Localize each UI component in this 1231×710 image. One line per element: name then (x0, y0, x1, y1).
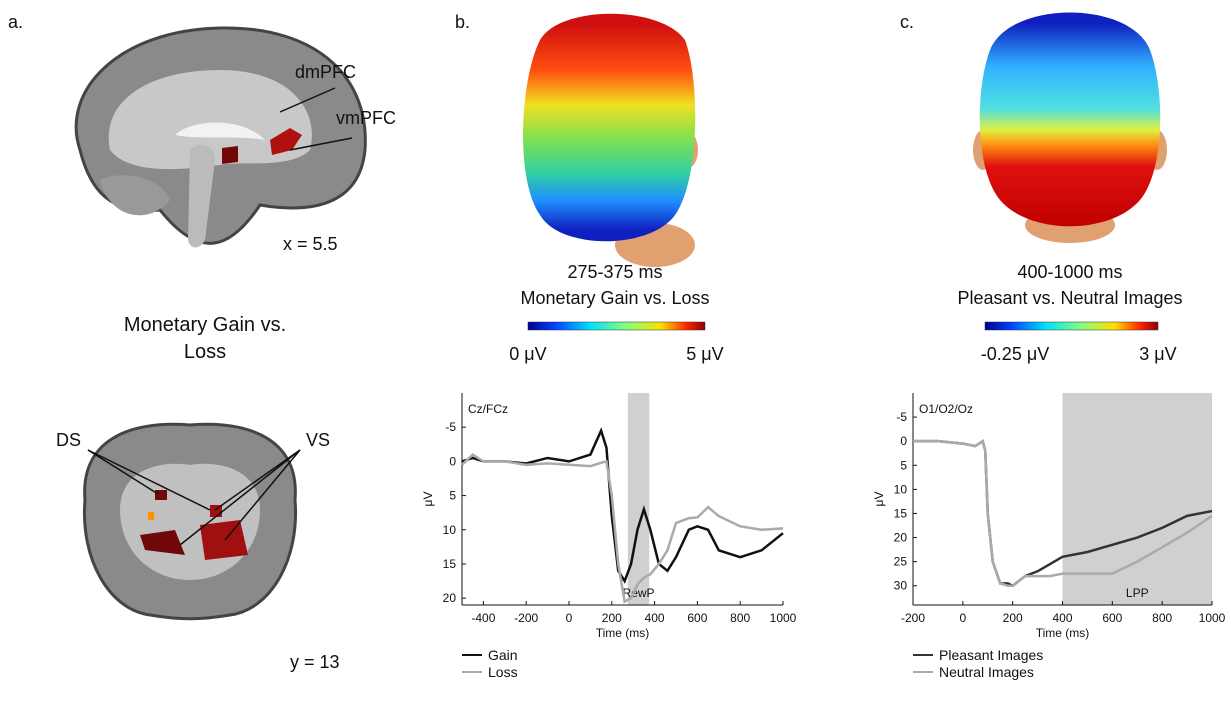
x-axis-label: Time (ms) (1036, 626, 1090, 640)
time-window: 275-375 ms (567, 262, 662, 282)
legend-label: Pleasant Images (939, 647, 1043, 663)
y-tick-label: 5 (900, 458, 907, 472)
x-tick-label: 600 (687, 611, 707, 625)
leader-line (279, 87, 336, 113)
sagittal-brain (74, 26, 367, 248)
contrast-label: Monetary Gain vs. Loss (520, 288, 709, 308)
x-tick-label: 1000 (1199, 611, 1226, 625)
panel-label: a. (8, 12, 23, 32)
leader-line (179, 449, 301, 546)
x-tick-label: -200 (514, 611, 538, 625)
x-tick-label: 600 (1102, 611, 1122, 625)
coord-label: x = 5.5 (283, 234, 338, 254)
y-tick-label: 30 (894, 579, 908, 593)
y-tick-label: 20 (894, 531, 908, 545)
panel-label: c. (900, 12, 914, 32)
y-tick-label: -5 (445, 420, 456, 434)
legend-label: Neutral Images (939, 664, 1034, 680)
series-line (461, 452, 784, 604)
x-tick-label: 400 (645, 611, 665, 625)
region-label: DS (56, 430, 81, 450)
y-tick-label: 10 (443, 523, 457, 537)
y-axis-label: μV (872, 492, 886, 507)
topomap (973, 12, 1167, 243)
y-tick-label: 20 (443, 591, 457, 605)
topomap (523, 13, 698, 267)
contrast-label: Monetary Gain vs. Loss (123, 314, 287, 363)
region-label: vmPFC (336, 108, 396, 128)
y-axis-label: μV (421, 492, 435, 507)
shaded-window (1062, 393, 1212, 605)
leader-line (224, 449, 301, 541)
series-line (913, 439, 1213, 587)
panel-label: b. (455, 12, 470, 32)
coord-label: y = 13 (290, 652, 340, 672)
region-label: VS (306, 430, 330, 450)
colorbar-label: -0.25 μV (981, 344, 1049, 364)
legend-label: Gain (488, 647, 518, 663)
y-tick-label: -5 (896, 410, 907, 424)
shaded-window (627, 393, 650, 605)
y-tick-label: 0 (900, 434, 907, 448)
x-axis-label: Time (ms) (596, 626, 650, 640)
x-tick-label: -400 (471, 611, 495, 625)
x-tick-label: 800 (730, 611, 750, 625)
window-label: RewP (623, 586, 655, 600)
colorbar (984, 321, 1159, 331)
contrast-label: Pleasant vs. Neutral Images (957, 288, 1182, 308)
leader-line (87, 449, 211, 511)
y-tick-label: 5 (449, 489, 456, 503)
colorbar-label: 0 μV (509, 344, 546, 364)
y-tick-label: 10 (894, 482, 908, 496)
y-tick-label: 15 (443, 557, 457, 571)
x-tick-label: -200 (901, 611, 925, 625)
region-label: dmPFC (295, 62, 356, 82)
window-label: LPP (1126, 586, 1149, 600)
x-tick-label: 1000 (770, 611, 797, 625)
x-tick-label: 400 (1052, 611, 1072, 625)
y-tick-label: 0 (449, 454, 456, 468)
coronal-brain (82, 422, 298, 621)
colorbar-label: 5 μV (686, 344, 723, 364)
y-tick-label: 25 (894, 555, 908, 569)
y-tick-label: 15 (894, 506, 908, 520)
x-tick-label: 800 (1152, 611, 1172, 625)
x-tick-label: 0 (959, 611, 966, 625)
x-tick-label: 200 (1003, 611, 1023, 625)
channel-label: Cz/FCz (468, 402, 508, 416)
colorbar (527, 321, 706, 331)
leader-line (87, 449, 159, 495)
leader-line (289, 137, 353, 151)
colorbar-label: 3 μV (1139, 344, 1176, 364)
channel-label: O1/O2/Oz (919, 402, 973, 416)
time-window: 400-1000 ms (1017, 262, 1122, 282)
x-tick-label: 0 (566, 611, 573, 625)
leader-line (214, 449, 301, 511)
series-line (461, 427, 784, 584)
legend-label: Loss (488, 664, 518, 680)
x-tick-label: 200 (602, 611, 622, 625)
